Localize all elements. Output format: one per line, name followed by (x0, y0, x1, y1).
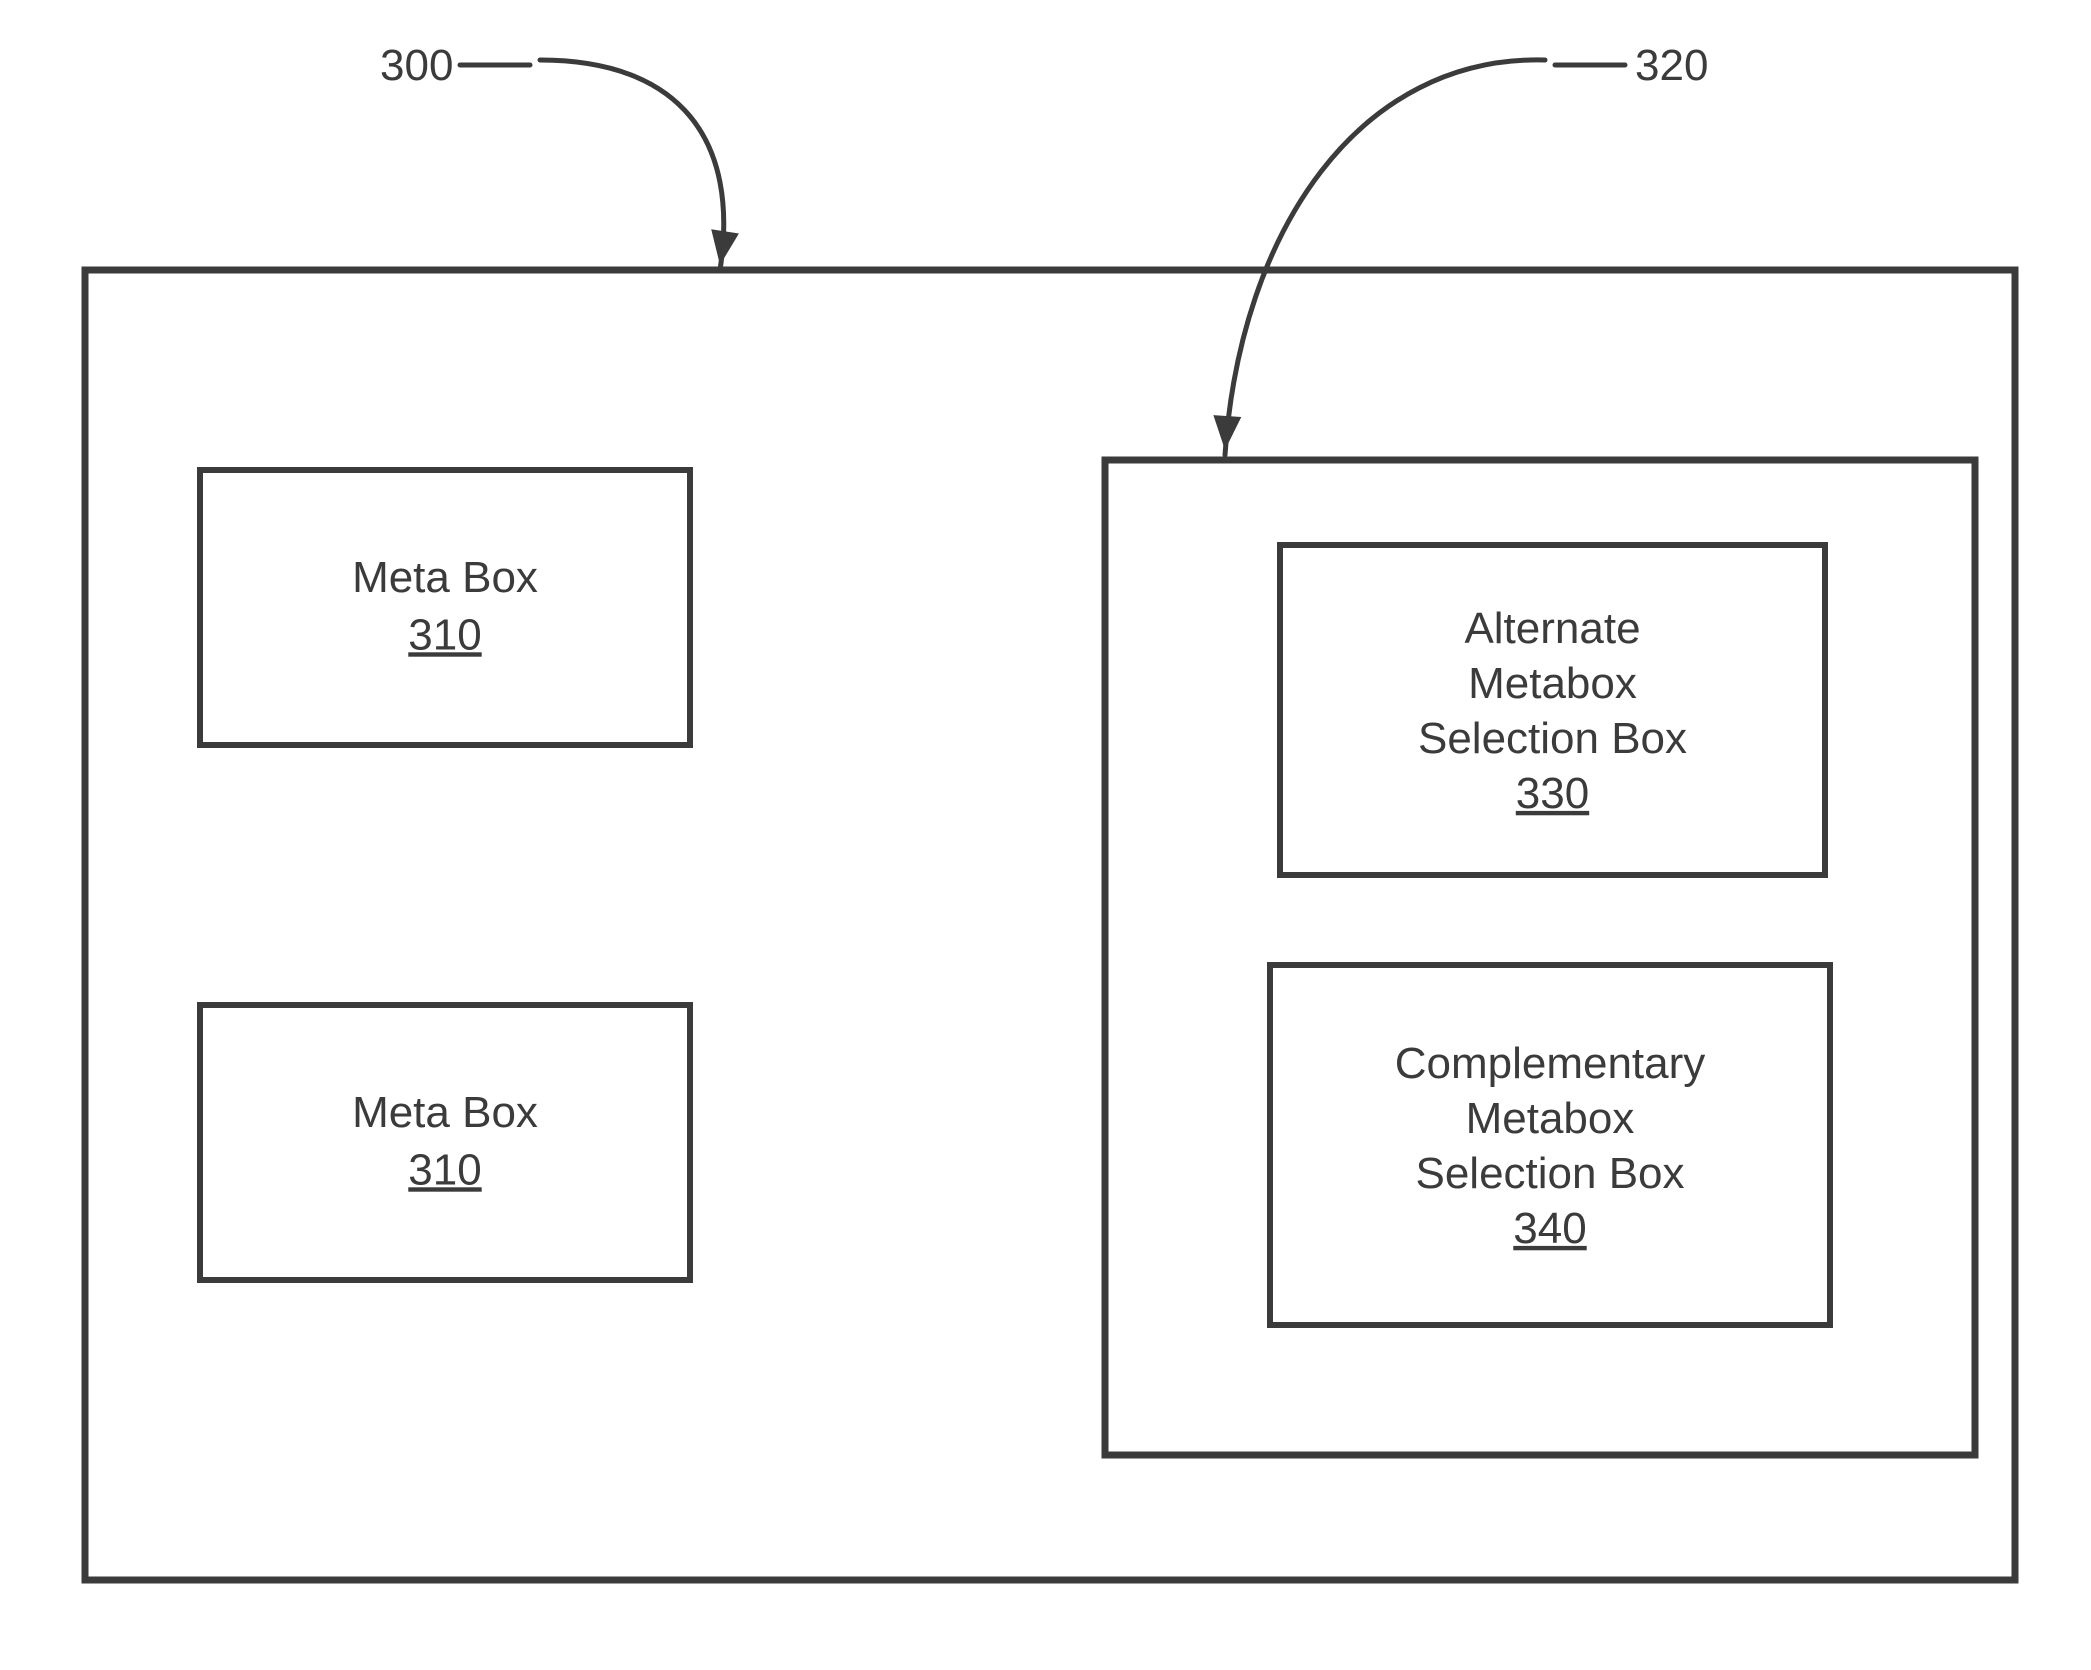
selection-box-label: Metabox (1468, 659, 1637, 708)
callout-curve (540, 60, 724, 270)
callout-curve (1225, 60, 1545, 455)
meta-box (200, 470, 690, 745)
meta-box-label: Meta Box (352, 553, 538, 602)
outer-container (85, 270, 2015, 1580)
selection-box-label: Selection Box (1415, 1149, 1684, 1198)
selection-box-ref: 340 (1513, 1204, 1586, 1253)
meta-box-ref: 310 (408, 1145, 481, 1194)
meta-box-ref: 310 (408, 610, 481, 659)
selection-box-label: Complementary (1395, 1039, 1706, 1088)
selection-box-label: Alternate (1464, 604, 1640, 653)
selection-box-ref: 330 (1516, 769, 1589, 818)
meta-box (200, 1005, 690, 1280)
selection-box-label: Metabox (1466, 1094, 1635, 1143)
meta-box-label: Meta Box (352, 1088, 538, 1137)
callout-arrowhead (1213, 415, 1241, 450)
callout-arrowhead (711, 229, 739, 265)
selection-box-label: Selection Box (1418, 714, 1687, 763)
selection-box (1270, 965, 1830, 1325)
callout-label: 320 (1635, 41, 1708, 90)
callout-label: 300 (380, 41, 453, 90)
selection-box (1280, 545, 1825, 875)
